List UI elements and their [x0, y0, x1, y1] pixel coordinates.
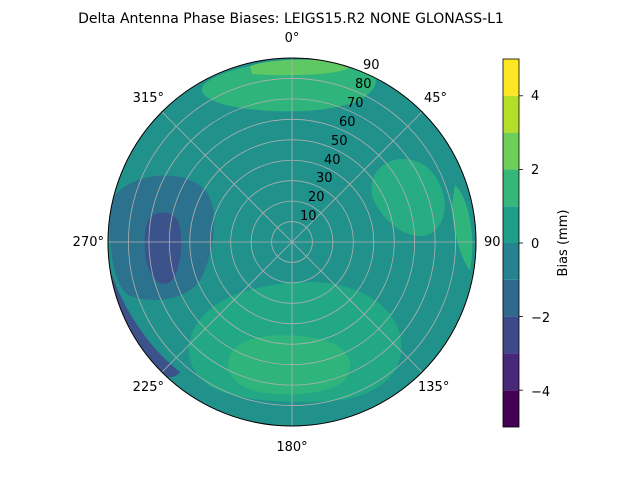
azimuth-grid-line	[291, 241, 423, 373]
colorbar: −4 −2 0 2 4 Bias (mm)	[502, 58, 571, 428]
chart-title: Delta Antenna Phase Biases: LEIGS15.R2 N…	[78, 11, 504, 27]
azimuth-tick-label-90: 90	[484, 235, 501, 250]
polar-plot-area: 10 20 30 40 50 60 70 80 90 0° 45° 90 135…	[73, 31, 501, 455]
colorbar-tick-label: −4	[531, 385, 550, 400]
radial-tick-label: 20	[308, 190, 325, 205]
colorbar-swatch	[503, 316, 519, 354]
azimuth-grid-line	[161, 111, 293, 243]
colorbar-swatch	[503, 243, 519, 280]
colorbar-label: Bias (mm)	[556, 210, 571, 277]
radial-tick-label: 70	[347, 96, 364, 111]
colorbar-swatches	[503, 59, 519, 427]
azimuth-grid-line	[161, 241, 293, 373]
colorbar-tick-labels: −4 −2 0 2 4	[531, 89, 550, 400]
colorbar-swatch	[503, 132, 519, 170]
colorbar-swatch	[503, 353, 519, 391]
colorbar-swatch	[503, 59, 519, 96]
radial-tick-label: 30	[316, 171, 333, 186]
colorbar-swatch	[503, 206, 519, 243]
azimuth-tick-label-0: 0°	[285, 31, 300, 46]
colorbar-swatch	[503, 169, 519, 207]
colorbar-tick-label: 2	[531, 163, 539, 178]
colorbar-tick-label: −2	[531, 311, 550, 326]
radial-tick-labels: 10 20 30 40 50 60 70 80 90	[300, 58, 380, 224]
radial-tick-label: 90	[363, 58, 380, 73]
polar-outline	[107, 57, 477, 427]
azimuth-tick-labels: 0° 45° 90 135° 180° 225° 270° 315°	[73, 31, 501, 455]
radial-tick-label: 10	[300, 209, 317, 224]
colorbar-swatch	[503, 95, 519, 133]
radial-tick-label: 40	[324, 153, 341, 168]
contour-region-ring-high-north	[201, 61, 376, 112]
azimuth-grid-line	[291, 111, 423, 243]
colorbar-swatch	[503, 390, 519, 427]
colorbar-tick-label: 0	[531, 237, 539, 252]
azimuth-tick-label-45: 45°	[424, 91, 447, 106]
colorbar-tick-label: 4	[531, 89, 539, 104]
azimuth-tick-label-135: 135°	[418, 380, 449, 395]
radial-tick-label: 60	[339, 115, 356, 130]
azimuth-tick-label-225: 225°	[133, 380, 164, 395]
azimuth-tick-label-180: 180°	[276, 440, 307, 455]
colorbar-swatch	[503, 279, 519, 317]
radial-tick-label: 50	[331, 134, 348, 149]
radial-tick-label: 80	[355, 77, 372, 92]
azimuth-tick-label-315: 315°	[133, 91, 164, 106]
colorbar-ticks	[519, 95, 523, 391]
azimuth-grid-lines	[108, 58, 476, 426]
contour-region-edge-east	[452, 185, 473, 270]
contour-region-high-east	[371, 158, 445, 237]
azimuth-tick-label-270: 270°	[73, 235, 104, 250]
contour-region-peak-north	[250, 59, 352, 76]
